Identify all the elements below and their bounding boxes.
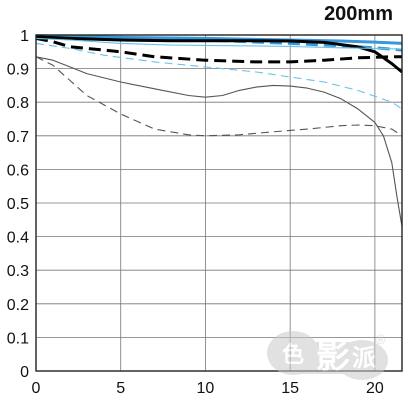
y-tick-label: 0.8 [7, 95, 29, 112]
y-tick-label: 1 [20, 28, 29, 45]
watermark-registered: ® [374, 333, 387, 348]
series-line-7 [35, 56, 403, 227]
y-tick-label: 0.1 [7, 330, 29, 347]
y-tick-label: 0.5 [7, 196, 29, 213]
x-tick-label: 15 [281, 380, 299, 397]
watermark-char-left: 色 [282, 342, 304, 368]
chart-title: 200mm [324, 3, 393, 25]
y-tick-label: 0.7 [7, 129, 29, 146]
series-line-4 [35, 36, 402, 64]
x-tick-label: 20 [366, 380, 384, 397]
watermark-char-right: 派 [352, 344, 376, 372]
y-tick-label: 0.6 [7, 162, 29, 179]
watermark-logo: 色 影 派 .com ® [267, 331, 388, 386]
y-tick-label: 0 [20, 364, 29, 381]
x-tick-label: 5 [116, 380, 125, 397]
series-group [35, 34, 403, 227]
y-tick-labels: 0 0.1 0.2 0.3 0.4 0.5 0.6 0.7 0.8 0.9 1 [7, 28, 29, 381]
x-tick-label: 0 [32, 380, 41, 397]
x-tick-labels: 0 5 10 15 20 [32, 380, 384, 397]
watermark-sub: .com [308, 376, 330, 386]
y-tick-label: 0.4 [7, 230, 29, 247]
series-line-8 [35, 56, 403, 137]
watermark-char-main: 影 [316, 337, 350, 377]
series-line-5 [35, 37, 403, 50]
y-tick-label: 0.9 [7, 62, 29, 79]
y-tick-label: 0.2 [7, 297, 29, 314]
series-line-6 [35, 42, 403, 110]
x-tick-label: 10 [197, 380, 215, 397]
watermark-band [290, 342, 365, 374]
plot-frame [35, 34, 403, 372]
y-tick-label: 0.3 [7, 263, 29, 280]
